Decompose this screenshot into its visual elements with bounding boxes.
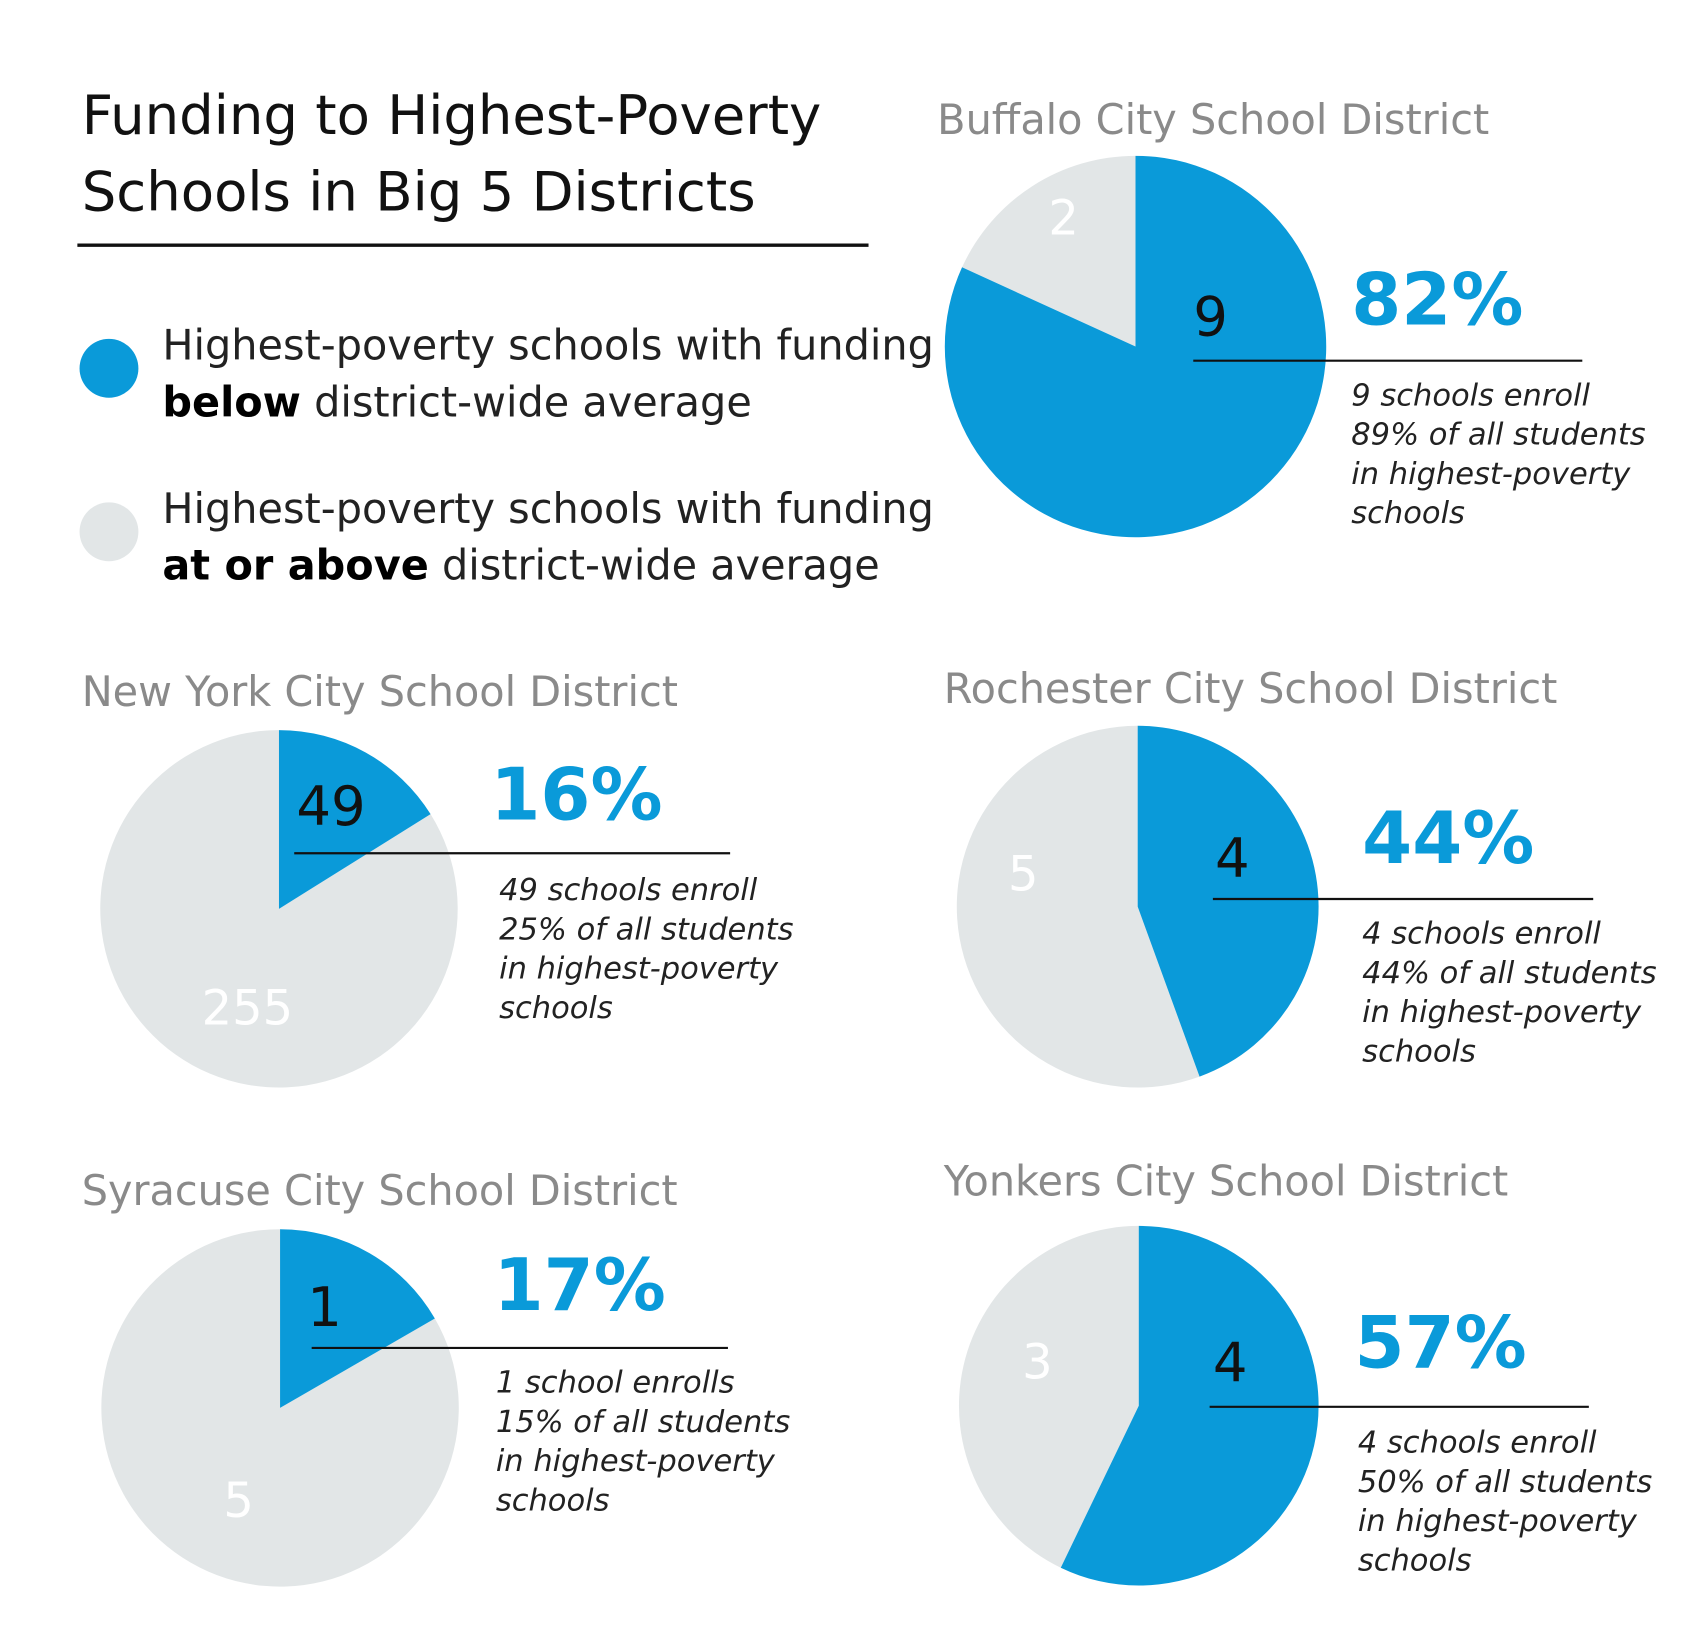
pie-slice-at-or-above-buffalo-city-school-district [962, 155, 1136, 347]
pie-slice-at-or-above-rochester-city-school-district [956, 725, 1200, 1088]
note-line-new-york-city-school-district: 25% of all students [499, 912, 794, 947]
note-line-syracuse-city-school-district: in highest-poverty [496, 1444, 776, 1479]
chart-title-line-2: Schools in Big 5 Districts [82, 159, 756, 223]
above-count-label-rochester-city-school-district: 5 [1008, 847, 1039, 902]
pie-slice-below-new-york-city-school-district [278, 730, 431, 909]
note-line-buffalo-city-school-district: schools [1351, 496, 1465, 531]
chart-title-line-1: Funding to Highest-Poverty [82, 83, 822, 147]
pie-slice-below-syracuse-city-school-district [280, 1229, 435, 1408]
note-line-yonkers-city-school-district: schools [1358, 1543, 1472, 1578]
above-count-label-yonkers-city-school-district: 3 [1022, 1335, 1053, 1390]
below-count-label-buffalo-city-school-district: 9 [1193, 285, 1228, 349]
percent-label-syracuse-city-school-district: 17% [494, 1243, 666, 1327]
note-line-new-york-city-school-district: in highest-poverty [499, 952, 779, 987]
legend-above-line-1: Highest-poverty schools with funding [162, 485, 934, 533]
district-title-syracuse-city-school-district: Syracuse City School District [82, 1167, 678, 1215]
note-line-new-york-city-school-district: schools [499, 991, 613, 1026]
district-title-buffalo-city-school-district: Buffalo City School District [937, 96, 1489, 144]
below-count-label-new-york-city-school-district: 49 [296, 774, 365, 838]
pie-slice-below-rochester-city-school-district [1137, 725, 1319, 1077]
note-line-rochester-city-school-district: 4 schools enroll [1362, 917, 1601, 952]
legend-below-line-2: below district-wide average [162, 378, 751, 426]
note-line-syracuse-city-school-district: 1 school enrolls [496, 1366, 735, 1401]
note-line-syracuse-city-school-district: schools [496, 1483, 610, 1518]
legend-swatch-at-or-above [79, 502, 139, 562]
pie-slice-below-yonkers-city-school-district [1060, 1225, 1319, 1586]
percent-label-buffalo-city-school-district: 82% [1351, 258, 1523, 342]
pie-slice-below-buffalo-city-school-district [944, 155, 1327, 538]
district-title-rochester-city-school-district: Rochester City School District [944, 665, 1558, 713]
note-line-buffalo-city-school-district: 89% of all students [1351, 418, 1646, 453]
above-count-label-syracuse-city-school-district: 5 [223, 1474, 254, 1529]
legend-below-line-1: Highest-poverty schools with funding [162, 322, 934, 370]
below-count-label-syracuse-city-school-district: 1 [307, 1275, 342, 1339]
legend-swatch-below [79, 338, 139, 398]
note-line-rochester-city-school-district: 44% of all students [1362, 956, 1657, 991]
pie-slice-at-or-above-yonkers-city-school-district [958, 1225, 1139, 1568]
percent-label-yonkers-city-school-district: 57% [1355, 1301, 1527, 1385]
note-line-rochester-city-school-district: in highest-poverty [1362, 995, 1642, 1030]
note-line-syracuse-city-school-district: 15% of all students [496, 1405, 791, 1440]
pie-slice-at-or-above-new-york-city-school-district [100, 730, 458, 1088]
below-count-label-yonkers-city-school-district: 4 [1213, 1331, 1248, 1395]
below-count-label-rochester-city-school-district: 4 [1215, 826, 1250, 890]
note-line-new-york-city-school-district: 49 schools enroll [499, 873, 758, 908]
above-count-label-new-york-city-school-district: 255 [202, 981, 294, 1036]
note-line-rochester-city-school-district: schools [1362, 1034, 1476, 1069]
note-line-buffalo-city-school-district: in highest-poverty [1351, 457, 1631, 492]
note-line-yonkers-city-school-district: in highest-poverty [1358, 1504, 1638, 1539]
legend-above-line-2: at or above district-wide average [162, 542, 879, 590]
above-count-label-buffalo-city-school-district: 2 [1048, 191, 1079, 246]
percent-label-rochester-city-school-district: 44% [1362, 796, 1534, 880]
district-title-yonkers-city-school-district: Yonkers City School District [943, 1157, 1509, 1205]
district-title-new-york-city-school-district: New York City School District [82, 668, 678, 716]
note-line-yonkers-city-school-district: 50% of all students [1358, 1465, 1653, 1500]
note-line-buffalo-city-school-district: 9 schools enroll [1351, 378, 1590, 413]
note-line-yonkers-city-school-district: 4 schools enroll [1358, 1426, 1597, 1461]
percent-label-new-york-city-school-district: 16% [490, 752, 662, 836]
